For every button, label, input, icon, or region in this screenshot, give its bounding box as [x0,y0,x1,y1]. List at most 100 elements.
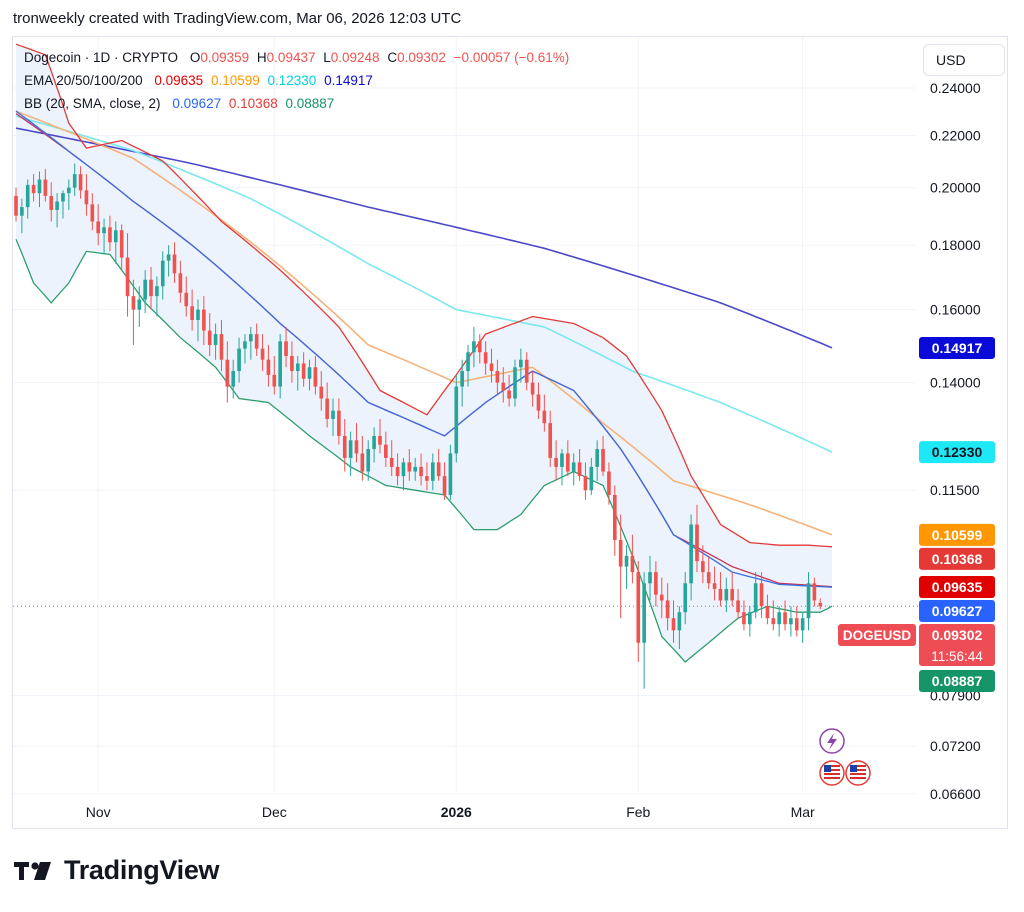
candle-body-43[interactable] [266,359,271,375]
candle-body-82[interactable] [495,371,500,383]
candle-body-77[interactable] [466,352,470,372]
candle-body-60[interactable] [366,449,371,472]
candle-body-109[interactable] [654,572,658,595]
candle-body-96[interactable] [577,462,582,477]
candle-body-33[interactable] [207,330,212,345]
price-tag-7[interactable] [919,669,995,692]
candle-body-31[interactable] [196,309,200,320]
candle-body-58[interactable] [354,440,359,454]
candle-body-129[interactable] [771,618,776,625]
candle-body-121[interactable] [724,588,729,601]
candle-body-85[interactable] [513,367,517,399]
candle-body-30[interactable] [190,306,194,320]
ema100-line[interactable] [15,115,833,453]
candle-body-36[interactable] [225,359,230,387]
candle-body-99[interactable] [595,449,599,467]
candle-body-68[interactable] [413,466,418,472]
candle-body-24[interactable] [155,286,159,297]
candle-body-72[interactable] [436,462,441,477]
candle-body-7[interactable] [55,201,59,210]
candle-body-132[interactable] [789,618,793,625]
legend-symbol[interactable]: Dogecoin · 1D · CRYPTO [24,50,179,65]
candle-body-90[interactable] [542,410,547,424]
candle-body-29[interactable] [184,292,189,307]
price-tag-2[interactable] [919,523,995,546]
candle-body-102[interactable] [612,494,617,540]
candle-body-66[interactable] [401,462,406,477]
candle-body-136[interactable] [812,583,817,601]
candle-body-74[interactable] [448,453,453,495]
candle-body-14[interactable] [96,221,101,234]
candle-body-0[interactable] [14,195,18,216]
candle-body-133[interactable] [794,618,799,631]
candle-body-75[interactable] [454,386,459,454]
candle-body-45[interactable] [278,341,282,387]
candle-body-107[interactable] [642,583,646,643]
candle-body-20[interactable] [131,296,136,310]
candle-body-17[interactable] [113,230,118,243]
candle-body-8[interactable] [61,193,65,202]
candle-body-70[interactable] [425,476,429,481]
ema50-line[interactable] [15,110,833,536]
candle-body-51[interactable] [313,367,318,387]
candle-body-86[interactable] [519,359,523,368]
candle-body-87[interactable] [524,359,529,383]
candle-body-54[interactable] [331,410,335,419]
candle-body-131[interactable] [783,612,787,625]
candle-body-137[interactable] [818,602,823,607]
candle-body-61[interactable] [372,435,376,450]
candle-body-9[interactable] [67,187,71,194]
candle-body-128[interactable] [765,606,770,619]
candle-body-69[interactable] [419,466,423,477]
price-tag-1[interactable] [919,441,995,464]
candle-body-52[interactable] [319,386,324,399]
symbol-tag[interactable] [838,623,916,646]
candle-body-15[interactable] [102,227,106,234]
candle-body-115[interactable] [689,524,693,584]
candle-body-116[interactable] [695,524,699,562]
candle-body-83[interactable] [501,382,506,391]
candle-body-101[interactable] [607,471,611,495]
candle-body-44[interactable] [272,374,277,387]
candle-body-35[interactable] [219,334,224,360]
candle-body-40[interactable] [249,334,253,342]
candle-body-123[interactable] [736,600,740,613]
candle-body-92[interactable] [554,457,558,467]
candle-body-98[interactable] [589,466,594,491]
candle-body-22[interactable] [143,279,147,300]
candle-body-120[interactable] [718,588,723,601]
candle-body-34[interactable] [213,334,218,345]
legend-bb[interactable]: BB (20, SMA, close, 2) 0.09627 0.10368 0… [24,96,338,111]
bb-lower-line[interactable] [15,238,833,663]
candle-body-97[interactable] [583,476,588,491]
candle-body-89[interactable] [536,394,541,411]
candle-body-108[interactable] [648,572,652,584]
candle-body-53[interactable] [325,398,329,419]
candle-body-28[interactable] [178,273,183,293]
candle-body-91[interactable] [548,423,553,458]
candle-body-126[interactable] [753,583,758,613]
price-tag-4[interactable] [919,575,995,598]
candle-body-23[interactable] [149,279,153,297]
candle-body-47[interactable] [290,355,294,372]
candle-body-84[interactable] [507,390,511,399]
candle-body-4[interactable] [37,179,42,194]
candle-body-111[interactable] [665,600,670,619]
candle-body-6[interactable] [49,195,54,210]
candle-body-73[interactable] [442,476,447,495]
candle-body-88[interactable] [530,382,535,395]
candle-body-134[interactable] [800,618,805,631]
bb-upper-line[interactable] [15,43,833,548]
candle-body-59[interactable] [360,453,365,472]
candle-body-25[interactable] [160,260,165,287]
candle-body-13[interactable] [90,204,95,222]
candle-body-37[interactable] [231,371,236,387]
candle-body-56[interactable] [342,435,347,458]
candle-body-62[interactable] [378,435,382,445]
candle-body-16[interactable] [108,227,112,243]
candle-body-80[interactable] [483,352,488,364]
candle-body-81[interactable] [489,363,494,372]
candle-body-11[interactable] [78,174,83,191]
price-tag-0[interactable] [919,336,995,359]
